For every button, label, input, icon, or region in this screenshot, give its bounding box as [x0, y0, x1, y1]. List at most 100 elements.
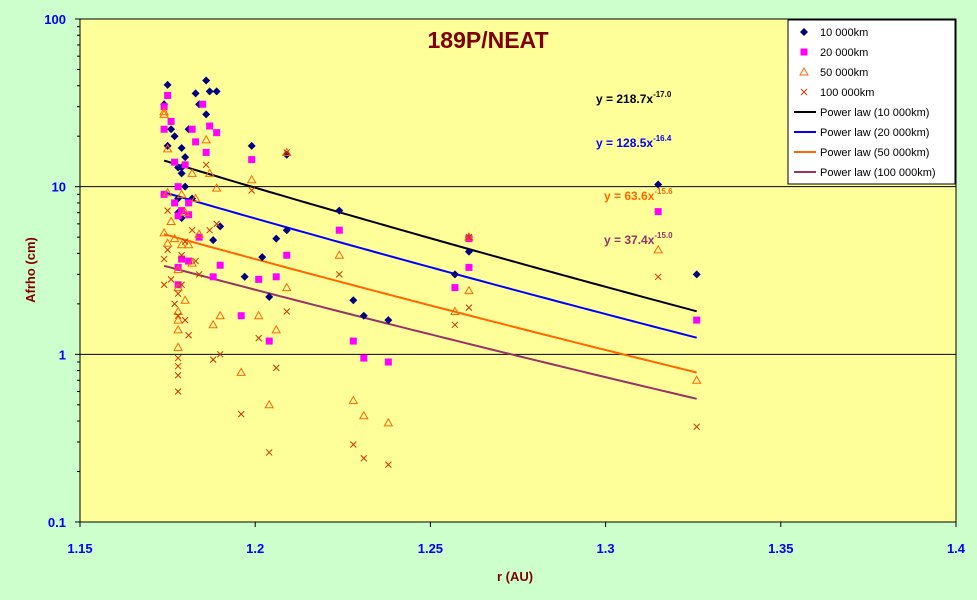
data-point — [180, 295, 190, 304]
data-point — [169, 233, 180, 243]
data-point — [202, 148, 210, 156]
chart-title: 189P/NEAT — [427, 27, 548, 53]
data-point — [216, 350, 224, 358]
data-point — [255, 334, 263, 342]
data-point — [174, 362, 182, 370]
data-point — [167, 276, 175, 283]
data-point — [247, 141, 256, 150]
data-point — [159, 109, 169, 118]
data-point — [464, 247, 473, 256]
data-point — [653, 244, 664, 254]
fit-lines — [163, 159, 697, 400]
data-point — [465, 233, 473, 241]
data-point — [335, 226, 343, 234]
data-point — [654, 273, 662, 281]
data-point — [265, 337, 273, 345]
data-point — [159, 227, 169, 237]
data-point — [348, 395, 359, 405]
data-point — [174, 281, 182, 289]
data-point — [349, 441, 357, 448]
data-point — [176, 239, 187, 249]
y-tick-label: 100 — [44, 12, 66, 27]
data-point — [800, 88, 808, 96]
data-point — [170, 132, 179, 141]
data-point — [185, 331, 192, 339]
legend-entry-label: Power law (20 000km) — [820, 127, 929, 139]
data-point — [185, 257, 193, 265]
data-point — [185, 199, 193, 207]
x-tick-label: 1.35 — [768, 541, 793, 556]
legend-entry-label: 100 000km — [820, 87, 874, 99]
axis-ticks: 1.15 1.2 1.25 1.3 1.35 1.4 0.1 1 10 100 — [44, 12, 966, 556]
x-tick-label: 1.25 — [418, 541, 443, 556]
data-point — [654, 180, 663, 189]
y-tick-label: 10 — [52, 180, 66, 195]
data-point — [192, 138, 200, 146]
data-point — [199, 100, 207, 108]
data-point — [177, 169, 186, 178]
data-point — [691, 375, 702, 384]
data-point — [349, 337, 357, 345]
data-point — [240, 272, 249, 281]
legend-box — [787, 19, 956, 185]
data-point — [384, 358, 392, 366]
fit-line — [163, 191, 697, 339]
data-point — [162, 187, 173, 197]
data-point — [201, 134, 212, 144]
data-point — [271, 324, 282, 334]
data-point — [162, 143, 173, 153]
data-point — [334, 250, 345, 259]
data-point — [358, 410, 369, 420]
data-point — [171, 158, 179, 166]
data-point — [202, 110, 211, 119]
data-point — [202, 161, 210, 169]
data-point — [205, 87, 214, 96]
data-point — [450, 306, 460, 316]
data-point — [173, 324, 183, 334]
data-point — [173, 306, 183, 316]
data-point — [181, 316, 189, 324]
data-point — [282, 226, 291, 235]
fit-equation: y = 218.7x-17.0 — [596, 90, 672, 106]
data-point — [176, 189, 187, 198]
data-point — [272, 364, 280, 372]
data-point — [335, 206, 344, 215]
data-point — [173, 264, 183, 274]
data-point — [283, 308, 291, 315]
data-point — [206, 226, 214, 234]
legend-entry-label: 50 000km — [820, 67, 868, 79]
data-point — [799, 66, 809, 76]
fit-equation: y = 63.6x-15.6 — [604, 187, 673, 203]
data-point — [162, 238, 173, 247]
data-point — [465, 263, 473, 271]
data-point — [800, 48, 808, 56]
x-tick-label: 1.3 — [597, 541, 615, 556]
data-point — [215, 310, 226, 320]
data-point — [194, 229, 204, 238]
data-point — [283, 149, 291, 156]
data-point — [360, 354, 368, 362]
data-point — [359, 311, 368, 320]
data-point — [180, 207, 190, 217]
legend: 10 000km 20 000km 50 000km 100 000km Power l… — [787, 19, 956, 185]
data-point — [195, 270, 203, 278]
gridlines — [80, 186, 956, 355]
data-point — [272, 234, 281, 243]
data-point — [178, 251, 185, 259]
fit-line — [163, 264, 697, 400]
data-point — [173, 342, 183, 351]
legend-entry-label: Power law (100 000km) — [820, 167, 936, 179]
data-point — [174, 388, 182, 395]
data-point — [237, 312, 245, 320]
data-point — [171, 199, 179, 207]
data-point — [166, 216, 176, 225]
data-point — [255, 275, 263, 283]
data-point — [160, 103, 168, 111]
data-point — [211, 183, 222, 192]
data-point — [177, 144, 186, 153]
legend-entry-label: Power law (50 000km) — [820, 147, 929, 159]
data-point — [464, 232, 474, 241]
data-point — [173, 315, 183, 324]
data-point — [204, 168, 215, 177]
data-point — [206, 122, 214, 130]
